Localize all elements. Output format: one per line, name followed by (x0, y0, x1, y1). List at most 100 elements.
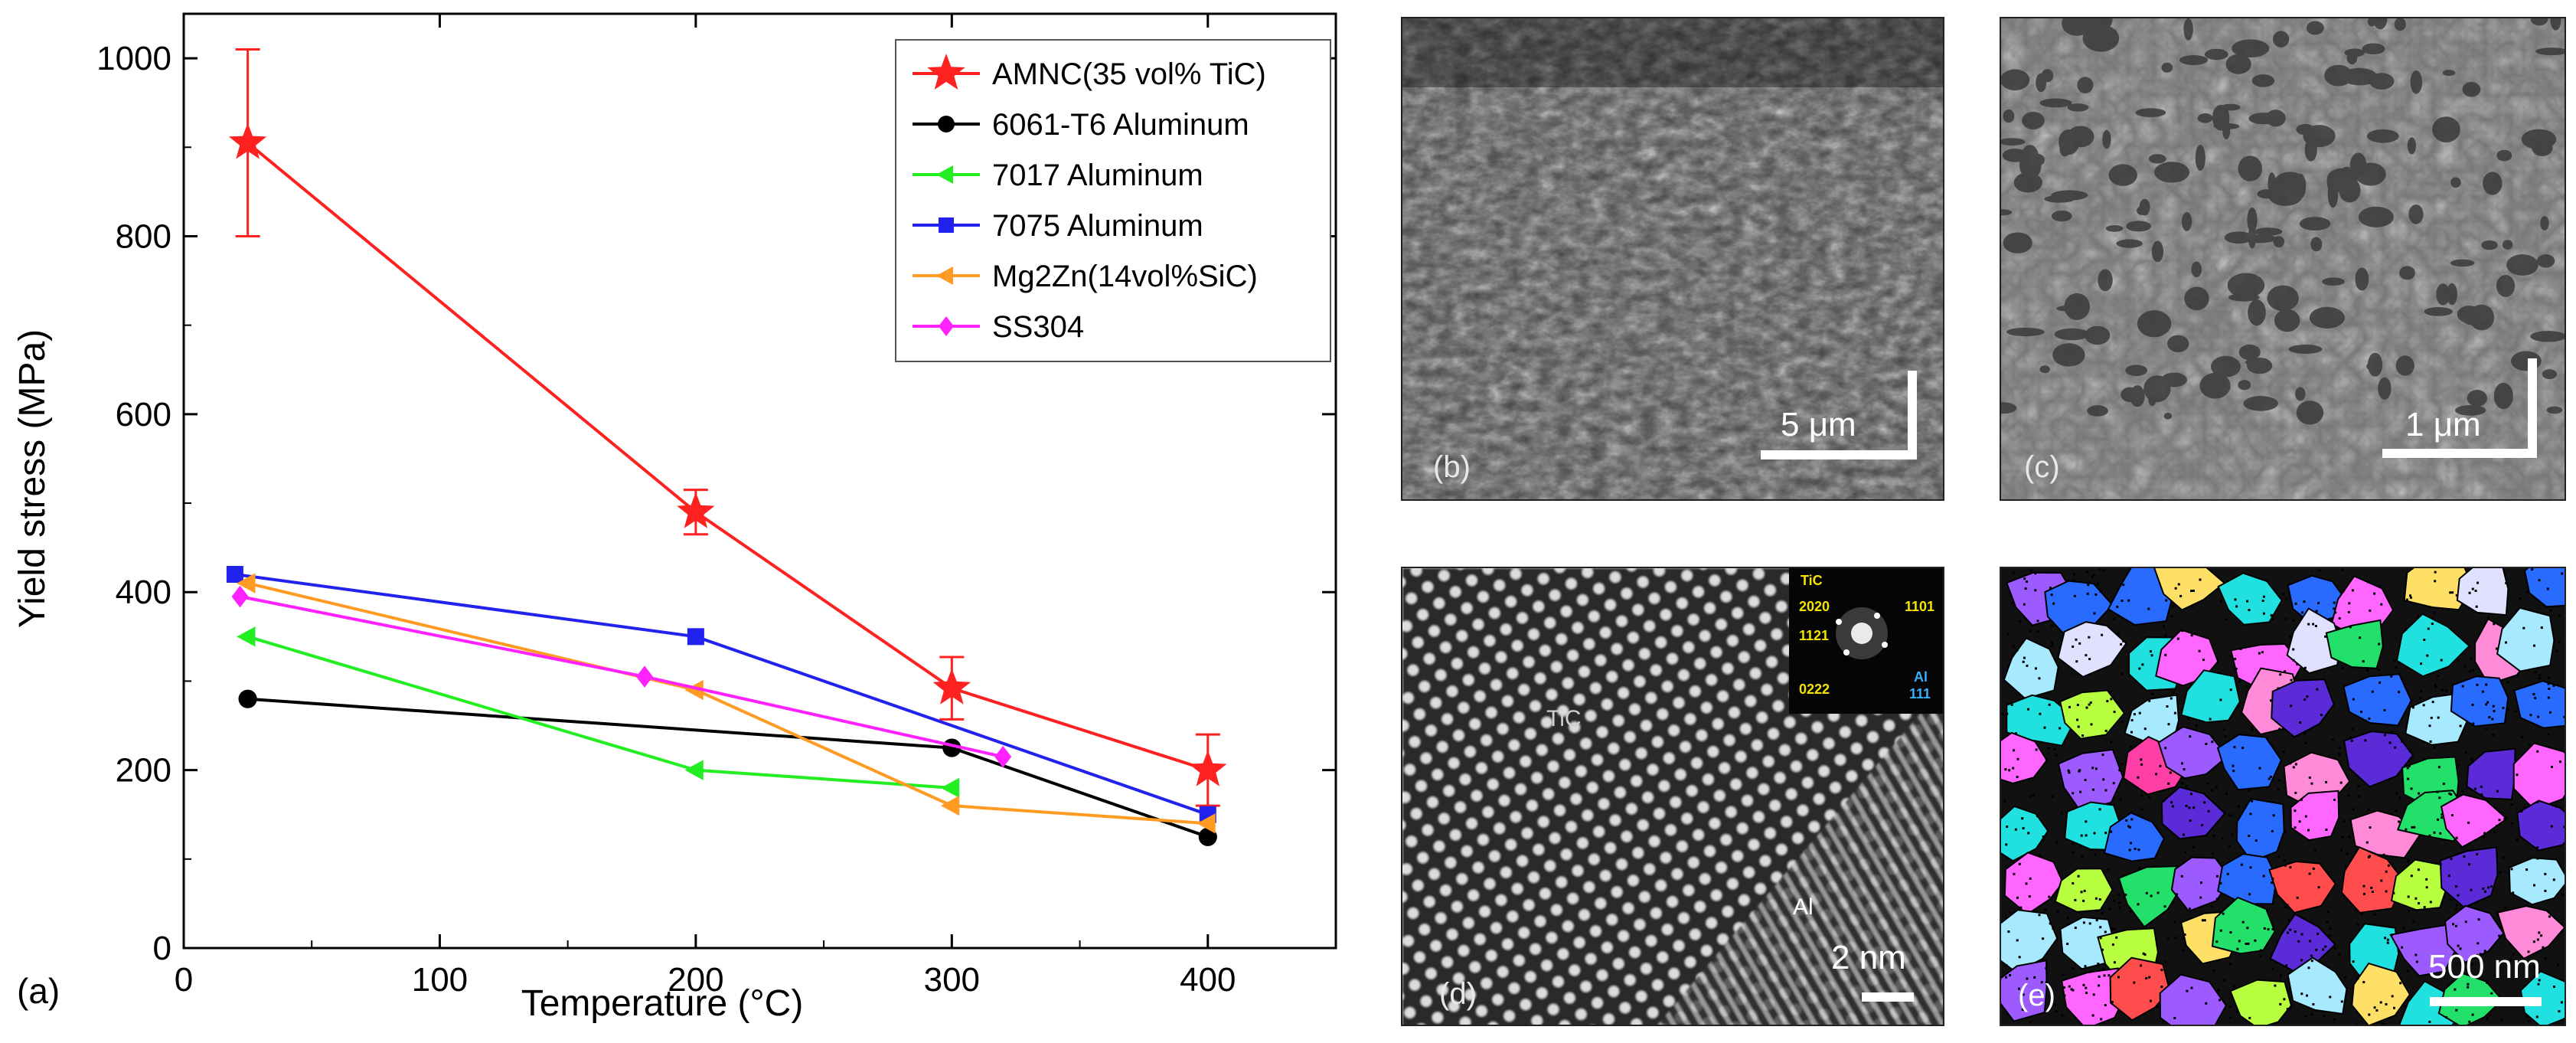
ebsd-speckle (2544, 872, 2547, 875)
grain (2003, 637, 2059, 700)
ebsd-speckle (2055, 754, 2058, 757)
ebsd-speckle (2190, 793, 2193, 796)
ebsd-speckle (2277, 779, 2281, 782)
ebsd-speckle (2402, 927, 2405, 930)
ebsd-speckle (2267, 777, 2271, 780)
y-tick-label: 400 (116, 574, 171, 611)
yield-stress-chart: 0 100 200 300 400 0 200 400 600 800 1000 AMNC(35 v… (12, 12, 1337, 1024)
ebsd-speckle (2393, 1006, 2395, 1009)
ebsd-speckle (2015, 732, 2017, 735)
ebsd-speckle (2531, 568, 2534, 571)
ebsd-speckle (2283, 998, 2286, 1001)
ebsd-speckle (2148, 796, 2150, 799)
ebsd-speckle (2050, 624, 2053, 627)
ebsd-speckle (2234, 598, 2237, 601)
ebsd-speckle (2392, 891, 2395, 894)
ebsd-speckle (2509, 959, 2512, 962)
data-point-mg2zn-14vol-sic (1197, 813, 1216, 834)
ebsd-speckle (2022, 827, 2025, 830)
ebsd-speckle (2104, 832, 2107, 835)
ebsd-speckle (2074, 927, 2077, 930)
ebsd-speckle (2346, 991, 2349, 994)
ebsd-speckle (2463, 855, 2466, 858)
ebsd-speckle (2371, 690, 2374, 693)
scale-bar-b-text: 5 μm (1781, 406, 1856, 443)
ebsd-speckle (2409, 596, 2412, 599)
ebsd-speckle (2439, 862, 2442, 865)
ebsd-speckle (2251, 726, 2254, 729)
sem-texture-b (1402, 18, 1943, 499)
grain (2103, 812, 2165, 862)
ebsd-speckle (2270, 699, 2272, 702)
ebsd-speckle (2423, 906, 2426, 909)
ebsd-speckle (2061, 1014, 2064, 1017)
data-point-7017-aluminum (237, 626, 256, 647)
ebsd-speckle (2301, 611, 2303, 614)
ebsd-speckle (2538, 579, 2541, 582)
ebsd-speckle (2423, 639, 2426, 641)
ebsd-speckle (2005, 964, 2008, 967)
ebsd-speckle (2496, 825, 2499, 827)
grain (2001, 960, 2048, 1022)
ebsd-speckle (2167, 723, 2170, 726)
ebsd-speckle (2391, 995, 2394, 998)
ebsd-speckle (2441, 813, 2444, 816)
ebsd-speckle (2454, 907, 2457, 911)
ebsd-speckle (2515, 839, 2518, 842)
ebsd-speckle (2225, 793, 2228, 796)
ebsd-speckle (2333, 607, 2336, 610)
ebsd-speckle (2045, 966, 2048, 969)
ebsd-speckle (2113, 927, 2116, 930)
ebsd-speckle (2008, 769, 2011, 772)
pore (2521, 129, 2557, 150)
legend-marker (927, 54, 965, 90)
pore (2211, 355, 2241, 378)
ebsd-speckle (2300, 992, 2303, 996)
ebsd-speckle (2365, 841, 2369, 844)
ebsd-speckle (2150, 654, 2153, 657)
ebsd-grain-map (2001, 568, 2565, 1025)
ebsd-speckle (2248, 609, 2251, 612)
pore (2424, 307, 2454, 316)
ebsd-speckle (2327, 911, 2330, 914)
ebsd-speckle (2536, 800, 2539, 803)
ebsd-speckle (2326, 920, 2329, 924)
ebsd-speckle (2051, 641, 2053, 644)
ebsd-speckle (2405, 598, 2408, 601)
ebsd-speckle (2238, 805, 2241, 808)
ebsd-speckle (2082, 899, 2085, 902)
ebsd-speckle (2171, 901, 2174, 904)
series-line-mg2zn-14vol-sic (247, 581, 1208, 826)
ebsd-speckle (2407, 777, 2410, 780)
ebsd-speckle (2201, 824, 2204, 827)
ebsd-speckle (2130, 719, 2134, 721)
ebsd-speckle (2465, 751, 2467, 754)
pore (2483, 172, 2503, 195)
ebsd-speckle (2317, 886, 2320, 889)
ebsd-speckle (2199, 896, 2202, 899)
ebsd-speckle (2322, 948, 2325, 951)
ebsd-speckle (2016, 776, 2019, 779)
ebsd-speckle (2091, 575, 2094, 578)
ebsd-speckle (2026, 977, 2029, 980)
ebsd-speckle (2450, 793, 2453, 796)
ebsd-speckle (2140, 808, 2143, 811)
micrograph-b: (b) 5 μm (1401, 17, 1944, 501)
ebsd-speckle (2277, 855, 2281, 858)
ebsd-speckle (2271, 967, 2274, 970)
ebsd-speckle (2454, 924, 2457, 927)
pore (2542, 369, 2557, 380)
pore (2407, 137, 2416, 155)
ebsd-speckle (2540, 934, 2543, 937)
ebsd-speckle (2118, 901, 2121, 904)
ebsd-speckle (2169, 771, 2172, 774)
data-point-ss304 (231, 585, 249, 608)
pore (2197, 113, 2213, 123)
ebsd-speckle (2551, 766, 2553, 768)
ebsd-speckle (2271, 878, 2274, 880)
ebsd-speckle (2405, 828, 2408, 831)
ebsd-speckle (2455, 836, 2458, 839)
ebsd-speckle (2472, 669, 2475, 672)
ebsd-speckle (2440, 659, 2443, 662)
ebsd-speckle (2472, 722, 2475, 725)
